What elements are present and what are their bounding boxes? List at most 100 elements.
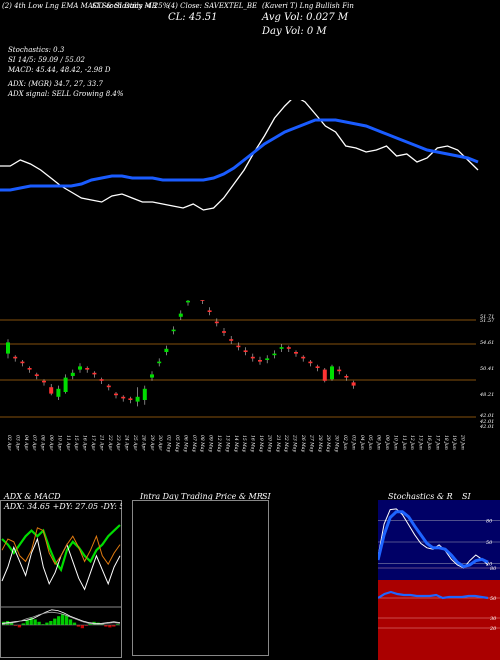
candle-body [279, 347, 284, 349]
macd-bar [21, 623, 25, 625]
header-close: CL: 45.51 [168, 12, 218, 23]
candle-body [92, 372, 97, 375]
macd-bar [17, 625, 22, 628]
macd-bar [76, 625, 81, 627]
date-tick: 18 Jun [443, 435, 449, 450]
date-tick: 30 May [334, 435, 340, 452]
candle-body [337, 369, 342, 372]
date-tick: 03 Jun [350, 435, 356, 450]
date-tick: 07 Apr [31, 435, 37, 451]
date-tick: 05 May [174, 435, 180, 452]
date-tick: 02 Apr [6, 435, 12, 451]
date-tick: 30 Apr [157, 435, 163, 451]
price-level-label: 51.57 [480, 318, 495, 324]
macd-bar [53, 618, 57, 625]
overview-line-ema [0, 118, 479, 192]
candle-body [78, 366, 82, 370]
adx-macd-panel: ADX: 34.65 +DY: 27.05 -DY: 55.74 [0, 500, 122, 658]
header-avg-vol: Avg Vol: 0.027 M [262, 12, 349, 23]
macd-bar [49, 621, 53, 625]
stoch-tick: 50 [486, 540, 493, 546]
candle-body [56, 388, 61, 397]
candle-body [178, 313, 183, 317]
candle-body [322, 369, 327, 381]
macd-value: MACD: 45.44, 48.42, -2.98 D [8, 66, 111, 74]
date-tick: 29 May [325, 434, 331, 452]
date-tick: 09 May [208, 435, 214, 452]
adx-value: ADX: (MGR) 34.7, 27, 33.7 [8, 80, 103, 88]
candle-body [207, 310, 212, 312]
candle-body [308, 361, 313, 364]
candle-body [150, 374, 154, 378]
date-tick: 07 May [191, 435, 197, 452]
candle-body [301, 356, 306, 359]
macd-bar [72, 622, 77, 625]
adx-values-text: ADX: 34.65 +DY: 27.05 -DY: 55.74 [3, 502, 122, 511]
date-tick: 11 Apr [65, 435, 71, 451]
adx-line-0 [1, 524, 121, 573]
date-tick: 22 Apr [107, 434, 113, 451]
date-tick: 23 May [292, 434, 298, 452]
macd-bar [112, 625, 116, 627]
candle-body [49, 387, 54, 394]
macd-bar [80, 625, 84, 629]
date-tick: 08 Apr [40, 435, 46, 451]
date-tick: 16 Jun [426, 435, 432, 450]
candle-body [330, 366, 334, 380]
candle-body [70, 372, 75, 376]
date-tick: 19 May [258, 435, 264, 452]
candle-body [250, 356, 255, 359]
candle-body [265, 358, 270, 360]
date-tick: 21 Apr [98, 434, 104, 451]
rsi-tick: 30 [490, 616, 497, 622]
candle-body [294, 352, 298, 354]
macd-bar [116, 624, 120, 625]
adx-line-2 [1, 527, 121, 566]
candle-body [27, 368, 32, 370]
macd-bar [57, 616, 61, 625]
candle-body [114, 393, 118, 396]
price-level-label: 48.21 [479, 392, 494, 398]
date-tick: 08 May [199, 435, 205, 452]
date-tick: 29 Apr [149, 434, 155, 451]
date-tick: 13 Jun [418, 435, 424, 450]
date-tick: 17 Apr [90, 435, 96, 451]
macd-bar [84, 625, 88, 626]
date-tick: 09 Jun [384, 435, 390, 450]
candlestick-chart: 51.7151.5754.6150.4148.2142.0142.0142.01… [0, 300, 495, 452]
si-value: SI 14/5: 59.09 / 55.02 [8, 56, 85, 64]
macd-bar [41, 624, 45, 625]
candle-body [135, 396, 140, 402]
stochastics-value: Stochastics: 0.3 [8, 46, 65, 54]
macd-bar [13, 625, 18, 626]
date-tick: 16 May [250, 435, 256, 452]
macd-bar [100, 624, 104, 625]
overview-line-price [0, 100, 479, 211]
candle-body [85, 368, 90, 370]
stoch-tick: 80 [486, 518, 493, 524]
candle-body [222, 331, 226, 333]
header-col1: (2) 4th Low Lng EMA MACD & SI Daily -4.2… [2, 2, 170, 10]
date-tick: 06 Jun [376, 435, 382, 450]
price-level-label: 50.41 [480, 366, 494, 372]
header-col4: (Kaveri T) Lng Bullish Fin [262, 2, 354, 10]
date-tick: 03 Apr [14, 435, 20, 451]
candle-body [315, 366, 320, 368]
adx-panel-title: ADX & MACD [4, 492, 61, 501]
candle-body [171, 329, 176, 332]
date-tick: 14 May [233, 435, 239, 452]
date-tick: 19 Jun [451, 435, 457, 450]
rsi-line [378, 590, 489, 600]
macd-bar [88, 623, 92, 625]
macd-bar [64, 615, 69, 625]
candle-body [214, 321, 219, 324]
date-tick: 04 Jun [359, 435, 365, 450]
adx-signal: ADX signal: SELL Growing 8.4% [8, 90, 124, 98]
date-tick: 24 Apr [124, 434, 130, 451]
intraday-si-label: SI [262, 492, 271, 501]
date-tick: 26 May [300, 434, 306, 452]
candle-body [6, 342, 10, 354]
candle-body [258, 360, 262, 362]
date-tick: 02 Jun [342, 435, 348, 450]
macd-bar [68, 619, 73, 625]
